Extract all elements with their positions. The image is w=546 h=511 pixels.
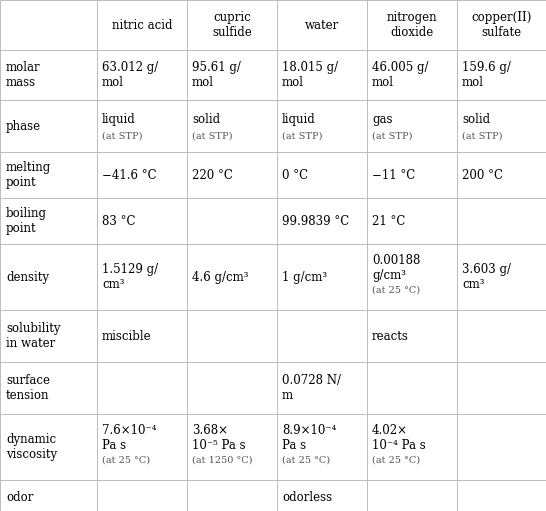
Text: −41.6 °C: −41.6 °C bbox=[102, 169, 157, 181]
Text: 220 °C: 220 °C bbox=[192, 169, 233, 181]
Text: 7.6×10⁻⁴
Pa s: 7.6×10⁻⁴ Pa s bbox=[102, 425, 157, 452]
Text: solid: solid bbox=[462, 113, 490, 126]
Text: (at 25 °C): (at 25 °C) bbox=[372, 285, 420, 294]
Text: (at 25 °C): (at 25 °C) bbox=[372, 455, 420, 464]
Text: (at STP): (at STP) bbox=[282, 132, 323, 141]
Text: phase: phase bbox=[6, 120, 41, 132]
Text: boiling
point: boiling point bbox=[6, 207, 47, 235]
Text: melting
point: melting point bbox=[6, 161, 51, 189]
Text: copper(II)
sulfate: copper(II) sulfate bbox=[471, 11, 532, 39]
Text: 99.9839 °C: 99.9839 °C bbox=[282, 215, 349, 227]
Text: molar
mass: molar mass bbox=[6, 61, 40, 89]
Text: reacts: reacts bbox=[372, 330, 409, 342]
Text: 1.5129 g/
cm³: 1.5129 g/ cm³ bbox=[102, 263, 158, 291]
Text: miscible: miscible bbox=[102, 330, 152, 342]
Text: nitrogen
dioxide: nitrogen dioxide bbox=[387, 11, 437, 39]
Text: −11 °C: −11 °C bbox=[372, 169, 416, 181]
Text: 63.012 g/
mol: 63.012 g/ mol bbox=[102, 61, 158, 89]
Text: 3.68×
10⁻⁵ Pa s: 3.68× 10⁻⁵ Pa s bbox=[192, 425, 246, 452]
Text: (at 25 °C): (at 25 °C) bbox=[102, 455, 150, 464]
Text: odor: odor bbox=[6, 491, 33, 504]
Text: 83 °C: 83 °C bbox=[102, 215, 135, 227]
Text: 0 °C: 0 °C bbox=[282, 169, 308, 181]
Text: gas: gas bbox=[372, 113, 393, 126]
Text: 200 °C: 200 °C bbox=[462, 169, 503, 181]
Text: 1 g/cm³: 1 g/cm³ bbox=[282, 270, 327, 284]
Text: 4.6 g/cm³: 4.6 g/cm³ bbox=[192, 270, 248, 284]
Text: (at STP): (at STP) bbox=[372, 132, 412, 141]
Text: 46.005 g/
mol: 46.005 g/ mol bbox=[372, 61, 429, 89]
Text: 21 °C: 21 °C bbox=[372, 215, 405, 227]
Text: 18.015 g/
mol: 18.015 g/ mol bbox=[282, 61, 338, 89]
Text: density: density bbox=[6, 270, 49, 284]
Text: liquid: liquid bbox=[282, 113, 316, 126]
Text: (at STP): (at STP) bbox=[462, 132, 502, 141]
Text: 159.6 g/
mol: 159.6 g/ mol bbox=[462, 61, 511, 89]
Text: (at 25 °C): (at 25 °C) bbox=[282, 455, 330, 464]
Text: 0.0728 N/
m: 0.0728 N/ m bbox=[282, 374, 341, 402]
Text: odorless: odorless bbox=[282, 491, 332, 504]
Text: surface
tension: surface tension bbox=[6, 374, 50, 402]
Text: 3.603 g/
cm³: 3.603 g/ cm³ bbox=[462, 263, 511, 291]
Text: (at STP): (at STP) bbox=[102, 132, 143, 141]
Text: 4.02×
10⁻⁴ Pa s: 4.02× 10⁻⁴ Pa s bbox=[372, 425, 426, 452]
Text: water: water bbox=[305, 18, 339, 32]
Text: (at 1250 °C): (at 1250 °C) bbox=[192, 455, 252, 464]
Text: (at STP): (at STP) bbox=[192, 132, 233, 141]
Text: 8.9×10⁻⁴
Pa s: 8.9×10⁻⁴ Pa s bbox=[282, 425, 336, 452]
Text: solubility
in water: solubility in water bbox=[6, 322, 61, 350]
Text: cupric
sulfide: cupric sulfide bbox=[212, 11, 252, 39]
Text: nitric acid: nitric acid bbox=[112, 18, 172, 32]
Text: dynamic
viscosity: dynamic viscosity bbox=[6, 433, 57, 461]
Text: liquid: liquid bbox=[102, 113, 136, 126]
Text: solid: solid bbox=[192, 113, 220, 126]
Text: 95.61 g/
mol: 95.61 g/ mol bbox=[192, 61, 241, 89]
Text: 0.00188
g/cm³: 0.00188 g/cm³ bbox=[372, 254, 420, 283]
